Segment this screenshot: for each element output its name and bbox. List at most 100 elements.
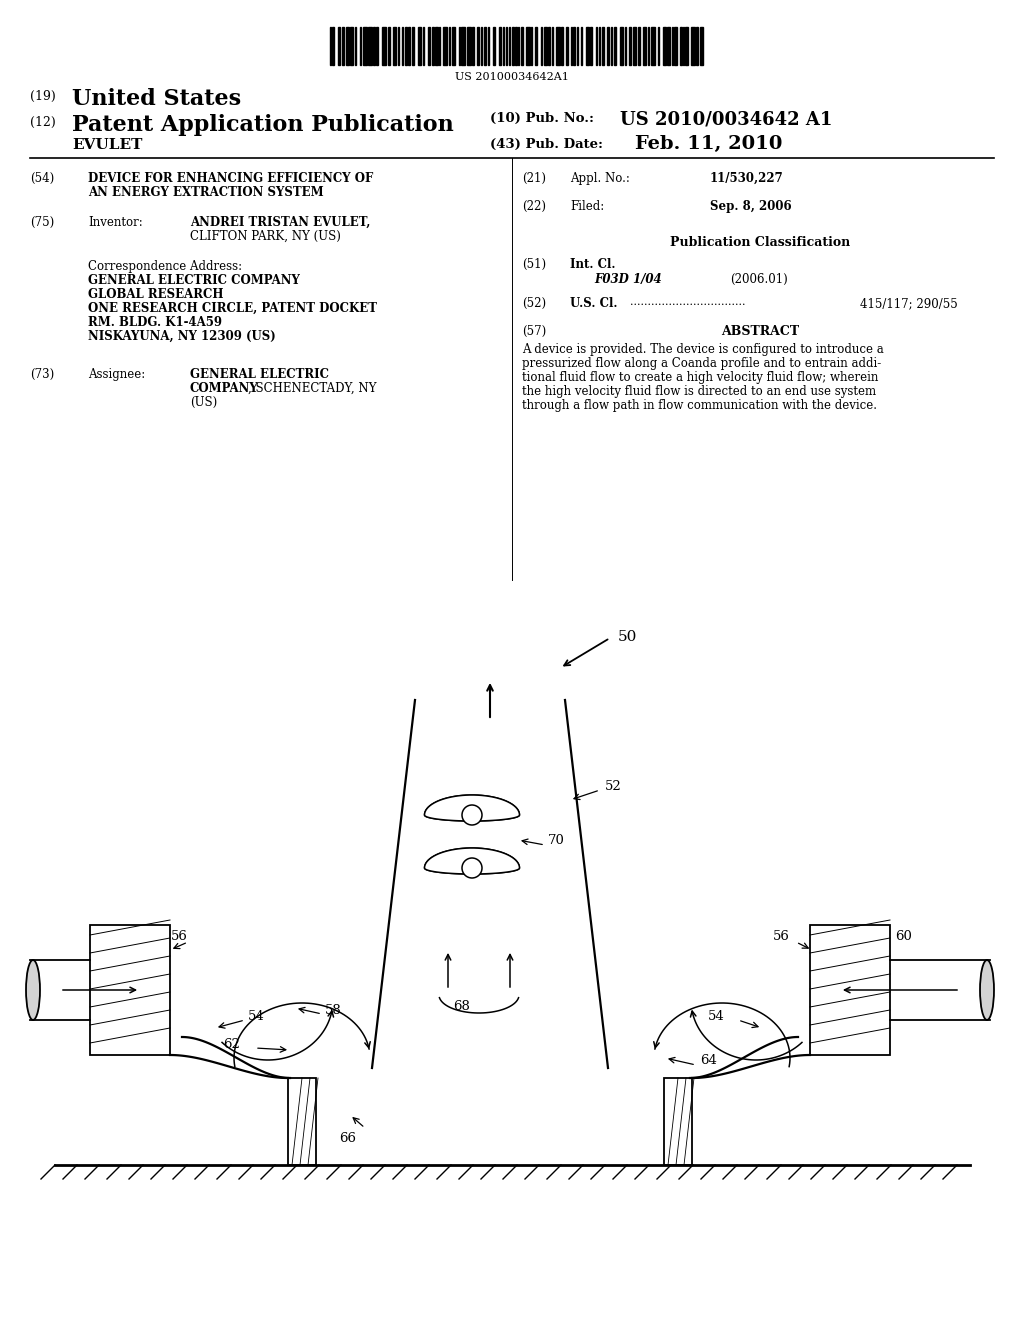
Bar [699, 26, 702, 65]
Bar [484, 26, 485, 65]
Text: (73): (73) [30, 368, 54, 381]
Bar [650, 26, 654, 65]
Bar [613, 26, 615, 65]
Bar [362, 26, 367, 65]
Text: 54: 54 [248, 1010, 265, 1023]
Text: .................................: ................................. [630, 297, 745, 308]
Text: (22): (22) [522, 201, 546, 213]
Text: GENERAL ELECTRIC COMPANY: GENERAL ELECTRIC COMPANY [88, 275, 300, 286]
Bar [555, 26, 559, 65]
Text: 58: 58 [325, 1003, 342, 1016]
Polygon shape [425, 847, 519, 874]
Text: U.S. Cl.: U.S. Cl. [570, 297, 617, 310]
Text: 60: 60 [895, 931, 912, 942]
Bar [696, 26, 698, 65]
Bar [647, 26, 649, 65]
Ellipse shape [26, 960, 40, 1020]
Bar [570, 26, 572, 65]
Bar [512, 26, 514, 65]
Bar [657, 26, 659, 65]
Text: pressurized flow along a Coanda profile and to entrain addi-: pressurized flow along a Coanda profile … [522, 356, 882, 370]
Bar [506, 26, 507, 65]
Bar [544, 26, 547, 65]
Text: Filed:: Filed: [570, 201, 604, 213]
Text: CLIFTON PARK, NY (US): CLIFTON PARK, NY (US) [190, 230, 341, 243]
Bar [368, 26, 372, 65]
Polygon shape [425, 795, 519, 821]
Text: 70: 70 [548, 834, 565, 847]
Text: RM. BLDG. K1-4A59: RM. BLDG. K1-4A59 [88, 315, 222, 329]
Text: tional fluid flow to create a high velocity fluid flow; wherein: tional fluid flow to create a high veloc… [522, 371, 879, 384]
Text: (51): (51) [522, 257, 546, 271]
Bar [577, 26, 578, 65]
Bar [548, 26, 550, 65]
Text: , SCHENECTADY, NY: , SCHENECTADY, NY [248, 381, 377, 395]
Text: GLOBAL RESEARCH: GLOBAL RESEARCH [88, 288, 223, 301]
Bar [581, 26, 582, 65]
Bar [629, 26, 631, 65]
Text: (US): (US) [190, 396, 217, 409]
Text: 56: 56 [171, 931, 187, 942]
Bar [590, 26, 592, 65]
Text: 54: 54 [709, 1010, 725, 1023]
Text: 64: 64 [700, 1055, 717, 1068]
Text: (54): (54) [30, 172, 54, 185]
Bar [418, 26, 421, 65]
Text: the high velocity fluid flow is directed to an end use system: the high velocity fluid flow is directed… [522, 385, 877, 399]
Text: 415/117; 290/55: 415/117; 290/55 [860, 297, 957, 310]
Text: Feb. 11, 2010: Feb. 11, 2010 [635, 135, 782, 153]
Text: (21): (21) [522, 172, 546, 185]
Bar [680, 26, 682, 65]
Bar [438, 26, 440, 65]
Text: Inventor:: Inventor: [88, 216, 142, 228]
Text: (2006.01): (2006.01) [730, 273, 787, 286]
Bar [620, 26, 623, 65]
Circle shape [462, 858, 482, 878]
Bar [472, 26, 473, 65]
Bar [459, 26, 460, 65]
Text: NISKAYUNA, NY 12309 (US): NISKAYUNA, NY 12309 (US) [88, 330, 275, 343]
Text: EVULET: EVULET [72, 139, 142, 152]
Bar [480, 26, 482, 65]
Text: (12): (12) [30, 116, 55, 129]
Text: US 2010/0034642 A1: US 2010/0034642 A1 [620, 110, 833, 128]
Bar [573, 26, 574, 65]
Bar [586, 26, 589, 65]
Text: 52: 52 [605, 780, 622, 792]
Polygon shape [425, 795, 519, 821]
Bar [515, 26, 516, 65]
Bar [443, 26, 447, 65]
Bar [452, 26, 455, 65]
Text: AN ENERGY EXTRACTION SYSTEM: AN ENERGY EXTRACTION SYSTEM [88, 186, 324, 199]
Text: US 20100034642A1: US 20100034642A1 [455, 73, 569, 82]
Bar [606, 26, 608, 65]
Text: (52): (52) [522, 297, 546, 310]
Text: COMPANY: COMPANY [190, 381, 259, 395]
Text: 56: 56 [773, 931, 790, 942]
Text: (43) Pub. Date:: (43) Pub. Date: [490, 139, 603, 150]
Text: Correspondence Address:: Correspondence Address: [88, 260, 242, 273]
Text: ANDREI TRISTAN EVULET,: ANDREI TRISTAN EVULET, [190, 216, 371, 228]
Bar [432, 26, 433, 65]
Bar [428, 26, 429, 65]
Text: Sep. 8, 2006: Sep. 8, 2006 [710, 201, 792, 213]
Bar [493, 26, 495, 65]
Bar [406, 26, 407, 65]
Bar [401, 26, 403, 65]
Text: F03D 1/04: F03D 1/04 [594, 273, 662, 286]
Bar [690, 26, 694, 65]
Text: ONE RESEARCH CIRCLE, PATENT DOCKET: ONE RESEARCH CIRCLE, PATENT DOCKET [88, 302, 377, 315]
Text: Assignee:: Assignee: [88, 368, 145, 381]
Circle shape [462, 805, 482, 825]
Bar [461, 26, 465, 65]
Bar [342, 26, 344, 65]
Bar [332, 26, 334, 65]
Ellipse shape [980, 960, 994, 1020]
Bar [663, 26, 666, 65]
Bar [338, 26, 340, 65]
Bar [525, 26, 529, 65]
Bar [350, 26, 353, 65]
Bar [664, 1078, 692, 1166]
Bar [633, 26, 636, 65]
Bar [408, 26, 410, 65]
